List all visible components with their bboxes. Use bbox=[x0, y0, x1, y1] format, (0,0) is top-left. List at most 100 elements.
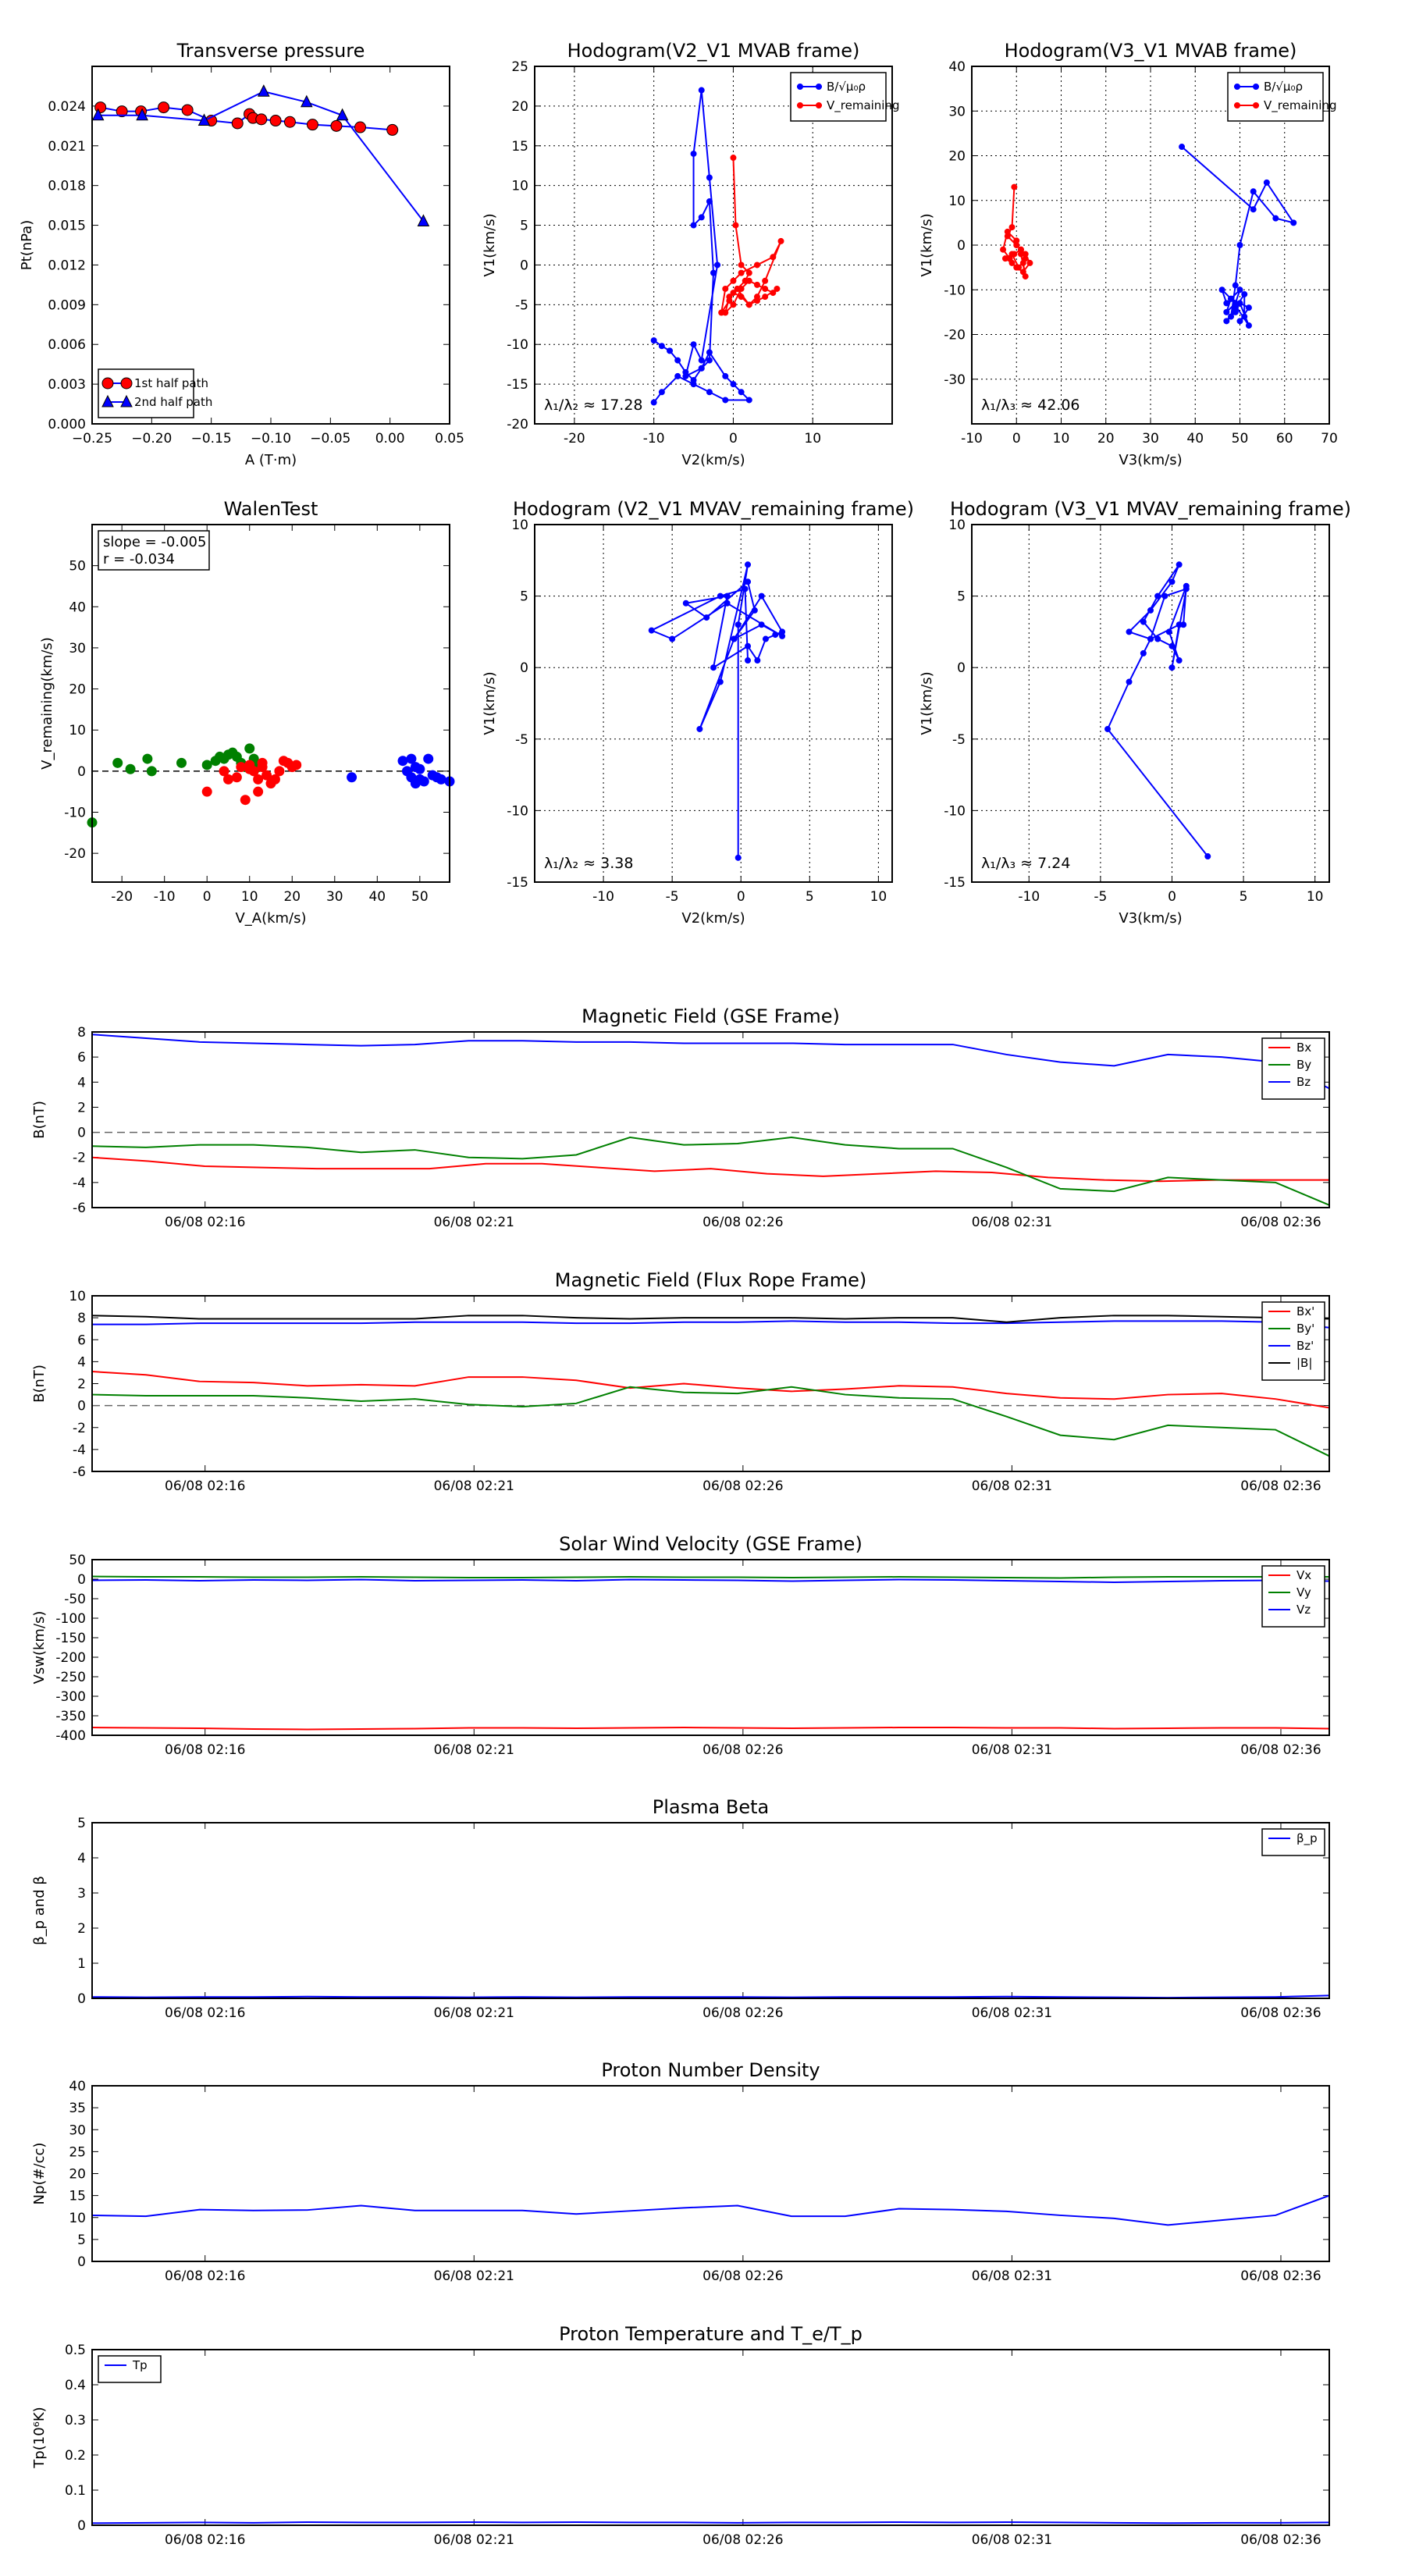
legend-label: Bx bbox=[1297, 1041, 1311, 1055]
data-point bbox=[1104, 725, 1112, 732]
chart-ts_beta: 0 1 2 3 4 5 06/08 02:16 06/08 02:21 06/08 02:26 0… bbox=[31, 1816, 1330, 2021]
y-tick-label: 0 bbox=[77, 764, 86, 780]
x-tick-label: 06/08 02:36 bbox=[1240, 1478, 1321, 1494]
legend-marker bbox=[101, 377, 114, 390]
y-tick-label: -10 bbox=[507, 337, 528, 353]
y-tick-label: 15 bbox=[69, 2189, 86, 2204]
data-point bbox=[423, 753, 434, 764]
chart-h3: -10 -5 0 5 10 -15 -10 -5 0 5 10 V2(km/s) V1(km/s) λ₁/… bbox=[482, 518, 893, 927]
y-tick-label: 25 bbox=[69, 2144, 86, 2160]
x-tick-label: 06/08 02:31 bbox=[972, 2268, 1052, 2284]
data-point bbox=[1168, 578, 1176, 585]
data-point bbox=[1011, 183, 1018, 190]
y-tick-label: 0.006 bbox=[48, 337, 86, 353]
y-tick-label: -4 bbox=[73, 1443, 86, 1458]
y-tick-label: 10 bbox=[511, 518, 528, 533]
y-tick-label: 0 bbox=[520, 258, 528, 273]
x-tick-label: 5 bbox=[1240, 889, 1248, 905]
chart-title-ts_v: Solar Wind Velocity (GSE Frame) bbox=[559, 1533, 863, 1555]
data-point bbox=[724, 600, 731, 607]
data-point bbox=[722, 397, 729, 404]
x-tick-label: 20 bbox=[1097, 431, 1115, 447]
legend-marker bbox=[816, 102, 822, 109]
plots-layer: −0.25 −0.20 −0.15 −0.10 −0.05 0.00 0.05 0.000 0.… bbox=[19, 40, 1351, 2548]
y-tick-label: 3 bbox=[77, 1886, 86, 1902]
data-point bbox=[745, 269, 752, 276]
data-point bbox=[1176, 657, 1183, 664]
chart-ts_tp: 0 0.1 0.2 0.3 0.4 0.5 06/08 02:16 06/08 02:21 06… bbox=[31, 2343, 1330, 2548]
x-tick-label: 0 bbox=[203, 889, 212, 905]
legend-label: Tp bbox=[132, 2358, 148, 2372]
data-point bbox=[158, 101, 170, 114]
data-point bbox=[682, 372, 689, 379]
data-point bbox=[758, 621, 765, 628]
data-point bbox=[1223, 300, 1230, 307]
data-point bbox=[1147, 635, 1154, 642]
chart-title-h3: Hodogram (V2_V1 MVAV_remaining frame) bbox=[513, 498, 914, 520]
data-point bbox=[219, 766, 229, 777]
data-point bbox=[1165, 628, 1172, 635]
data-point bbox=[253, 786, 264, 797]
y-tick-label: 0.2 bbox=[65, 2448, 86, 2464]
data-point bbox=[698, 357, 705, 364]
data-point bbox=[745, 277, 752, 284]
legend-label: By bbox=[1297, 1058, 1311, 1072]
eigen-ratio-annotation: λ₁/λ₂ ≈ 3.38 bbox=[544, 855, 633, 872]
series-line-Vy bbox=[91, 1575, 1329, 1579]
data-point bbox=[112, 757, 123, 768]
data-point bbox=[300, 94, 313, 108]
y-tick-label: -20 bbox=[64, 846, 86, 862]
data-point bbox=[753, 262, 760, 269]
x-tick-label: −0.15 bbox=[191, 431, 232, 447]
y-tick-label: 30 bbox=[69, 641, 86, 656]
legend-label: Bx' bbox=[1297, 1304, 1314, 1318]
legend-box bbox=[1261, 1828, 1325, 1856]
x-tick-label: −0.20 bbox=[131, 431, 172, 447]
data-point bbox=[1126, 678, 1133, 685]
x-tick-label: 06/08 02:26 bbox=[702, 2268, 783, 2284]
x-axis-label: V_A(km/s) bbox=[235, 910, 306, 927]
data-point bbox=[758, 592, 765, 600]
x-tick-label: 06/08 02:21 bbox=[434, 2005, 514, 2021]
legend-label: Vy bbox=[1297, 1585, 1311, 1599]
data-point bbox=[650, 399, 657, 406]
data-point bbox=[717, 678, 724, 685]
x-tick-label: 06/08 02:36 bbox=[1240, 2532, 1321, 2548]
series-line-β_p bbox=[91, 1994, 1330, 1999]
data-point bbox=[696, 725, 703, 732]
x-tick-label: 06/08 02:21 bbox=[434, 1742, 514, 1758]
data-point bbox=[222, 774, 233, 785]
y-tick-label: -5 bbox=[952, 732, 966, 748]
y-tick-label: 0 bbox=[77, 1991, 86, 2007]
legend-marker bbox=[816, 84, 822, 90]
y-tick-label: 40 bbox=[69, 2079, 86, 2094]
y-tick-label: 0.012 bbox=[48, 258, 86, 273]
x-tick-label: 06/08 02:26 bbox=[702, 1742, 783, 1758]
y-tick-label: -15 bbox=[944, 875, 966, 891]
chart-ts_v: -400 -350 -300 -250 -200 -150 -100 -50 0 50 06/08 … bbox=[31, 1553, 1330, 1758]
data-point bbox=[291, 760, 302, 770]
y-tick-label: 2 bbox=[77, 1921, 86, 1937]
data-point bbox=[1272, 215, 1279, 222]
x-tick-label: -10 bbox=[1018, 889, 1040, 905]
y-axis-label: V1(km/s) bbox=[482, 671, 498, 735]
y-tick-label: 0.021 bbox=[48, 139, 86, 155]
data-point bbox=[722, 285, 729, 292]
x-tick-label: 0 bbox=[1168, 889, 1176, 905]
data-point bbox=[730, 290, 737, 297]
x-tick-label: 0.05 bbox=[435, 431, 464, 447]
data-point bbox=[762, 277, 769, 284]
eigen-ratio-annotation: λ₁/λ₂ ≈ 17.28 bbox=[544, 397, 643, 414]
data-point bbox=[762, 635, 769, 642]
y-tick-label: 4 bbox=[77, 1851, 86, 1866]
data-point bbox=[722, 372, 729, 379]
data-point bbox=[269, 115, 282, 127]
y-tick-label: -5 bbox=[515, 732, 528, 748]
data-point bbox=[181, 104, 194, 116]
data-point bbox=[745, 301, 752, 308]
y-tick-label: -4 bbox=[73, 1176, 86, 1191]
data-point bbox=[1017, 251, 1024, 258]
x-tick-label: 06/08 02:26 bbox=[702, 2532, 783, 2548]
legend-label: 1st half path bbox=[134, 376, 208, 390]
chart-title-h4: Hodogram (V3_V1 MVAV_remaining frame) bbox=[950, 498, 1351, 520]
